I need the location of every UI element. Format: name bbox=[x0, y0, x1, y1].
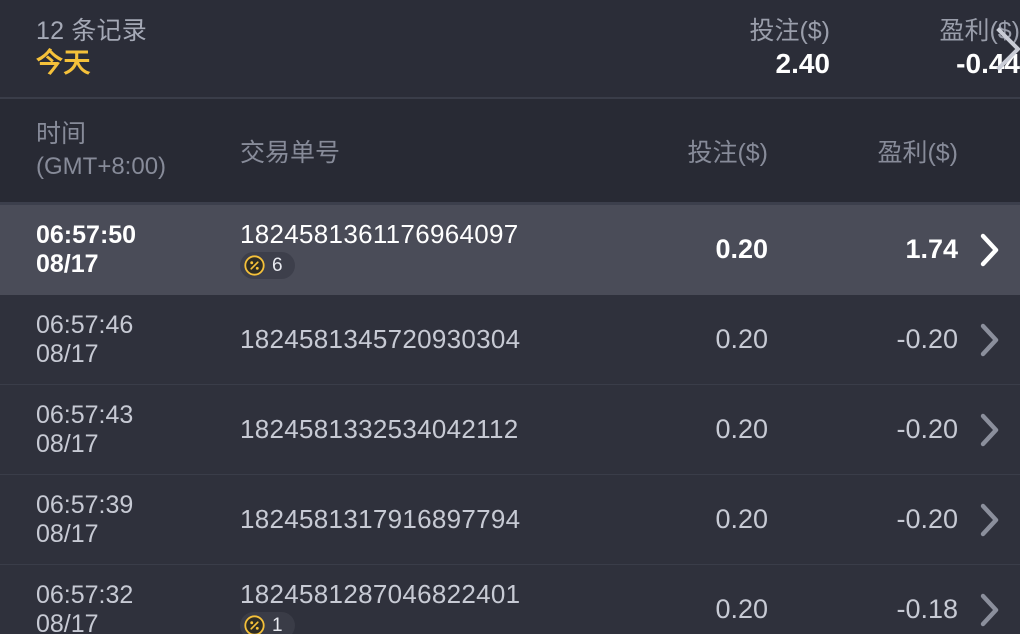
row-order-id: 1824581332534042112 bbox=[240, 413, 519, 444]
chevron-right-icon bbox=[976, 500, 1002, 540]
chevron-right-icon bbox=[976, 230, 1002, 270]
row-time-cell: 06:57:39 08/17 bbox=[36, 491, 236, 548]
record-count-label: 12 条记录 bbox=[36, 16, 147, 45]
summary-stake-value: 2.40 bbox=[775, 48, 831, 80]
column-header-time-label: 时间 bbox=[36, 119, 87, 148]
row-order-id: 1824581317916897794 bbox=[240, 503, 521, 534]
row-stake-value: 0.20 bbox=[715, 504, 768, 534]
row-time-value: 06:57:46 bbox=[36, 311, 134, 339]
multiplier-badge-count: 6 bbox=[272, 255, 283, 277]
row-order-cell: 1824581287046822401 1 bbox=[236, 578, 590, 634]
row-stake-value: 0.20 bbox=[715, 324, 768, 354]
chevron-right-icon bbox=[976, 410, 1002, 450]
table-row[interactable]: 06:57:43 08/17 1824581332534042112 0.20 … bbox=[0, 385, 1020, 475]
period-filter-label[interactable]: 今天 bbox=[36, 48, 91, 79]
row-order-cell: 1824581345720930304 bbox=[236, 323, 590, 354]
summary-profit-stat: 盈利($) -0.44 bbox=[830, 16, 1020, 81]
row-date-value: 08/17 bbox=[36, 340, 99, 368]
row-detail-button[interactable] bbox=[958, 590, 1020, 630]
row-time-cell: 06:57:32 08/17 bbox=[36, 581, 236, 634]
row-stake-value: 0.20 bbox=[715, 594, 768, 624]
row-date-value: 08/17 bbox=[36, 520, 99, 548]
chevron-right-icon bbox=[993, 23, 1020, 75]
chevron-right-icon bbox=[976, 590, 1002, 630]
row-detail-button[interactable] bbox=[958, 230, 1020, 270]
row-order-id: 1824581287046822401 bbox=[240, 578, 521, 609]
row-order-cell: 1824581317916897794 bbox=[236, 503, 590, 534]
row-time-cell: 06:57:50 08/17 bbox=[36, 221, 236, 278]
multiplier-badge: 1 bbox=[240, 612, 295, 634]
summary-stake-label: 投注($) bbox=[749, 17, 830, 46]
row-time-value: 06:57:43 bbox=[36, 401, 134, 429]
row-profit-value: -0.20 bbox=[896, 504, 958, 534]
row-profit-value: -0.20 bbox=[896, 414, 958, 444]
bet-history-list[interactable]: 06:57:50 08/17 1824581361176964097 6 0.2… bbox=[0, 205, 1020, 634]
summary-profit-value: -0.44 bbox=[956, 48, 1020, 80]
multiplier-badge: 6 bbox=[240, 252, 295, 280]
row-time-cell: 06:57:43 08/17 bbox=[36, 401, 236, 458]
row-time-cell: 06:57:46 08/17 bbox=[36, 311, 236, 368]
row-order-cell: 1824581361176964097 6 bbox=[236, 218, 590, 280]
row-time-value: 06:57:39 bbox=[36, 491, 134, 519]
row-detail-button[interactable] bbox=[958, 410, 1020, 450]
dice-circle-icon bbox=[243, 254, 266, 277]
table-row[interactable]: 06:57:32 08/17 1824581287046822401 1 0.2… bbox=[0, 565, 1020, 634]
row-order-id: 1824581361176964097 bbox=[240, 218, 519, 249]
table-row[interactable]: 06:57:46 08/17 1824581345720930304 0.20 … bbox=[0, 295, 1020, 385]
column-header-stake: 投注($) bbox=[687, 138, 768, 167]
summary-left-group: 12 条记录 今天 bbox=[36, 17, 147, 80]
row-time-value: 06:57:50 bbox=[36, 221, 137, 249]
summary-profit-label: 盈利($) bbox=[939, 17, 1020, 46]
table-column-header: 时间 (GMT+8:00) 交易单号 投注($) 盈利($) bbox=[0, 99, 1020, 205]
dice-circle-icon bbox=[243, 614, 266, 634]
column-header-timezone-label: (GMT+8:00) bbox=[36, 153, 167, 181]
row-date-value: 08/17 bbox=[36, 610, 99, 634]
table-row[interactable]: 06:57:39 08/17 1824581317916897794 0.20 … bbox=[0, 475, 1020, 565]
row-profit-value: -0.18 bbox=[896, 594, 958, 624]
row-detail-button[interactable] bbox=[958, 500, 1020, 540]
chevron-right-icon bbox=[976, 320, 1002, 360]
column-header-profit: 盈利($) bbox=[877, 138, 958, 167]
row-profit-value: -0.20 bbox=[896, 324, 958, 354]
row-time-value: 06:57:32 bbox=[36, 581, 134, 609]
row-profit-value: 1.74 bbox=[905, 234, 958, 264]
summary-stake-stat: 投注($) 2.40 bbox=[652, 16, 830, 81]
column-header-time: 时间 (GMT+8:00) bbox=[36, 119, 236, 182]
multiplier-badge-count: 1 bbox=[272, 615, 283, 634]
row-stake-value: 0.20 bbox=[715, 414, 768, 444]
summary-expand-button[interactable] bbox=[988, 26, 1020, 71]
row-stake-value: 0.20 bbox=[715, 234, 768, 264]
row-order-cell: 1824581332534042112 bbox=[236, 413, 590, 444]
table-row[interactable]: 06:57:50 08/17 1824581361176964097 6 0.2… bbox=[0, 205, 1020, 295]
row-detail-button[interactable] bbox=[958, 320, 1020, 360]
column-header-order: 交易单号 bbox=[240, 138, 341, 167]
row-order-id: 1824581345720930304 bbox=[240, 323, 521, 354]
summary-bar[interactable]: 12 条记录 今天 投注($) 2.40 盈利($) -0.44 bbox=[0, 0, 1020, 99]
row-date-value: 08/17 bbox=[36, 430, 99, 458]
row-date-value: 08/17 bbox=[36, 250, 99, 278]
